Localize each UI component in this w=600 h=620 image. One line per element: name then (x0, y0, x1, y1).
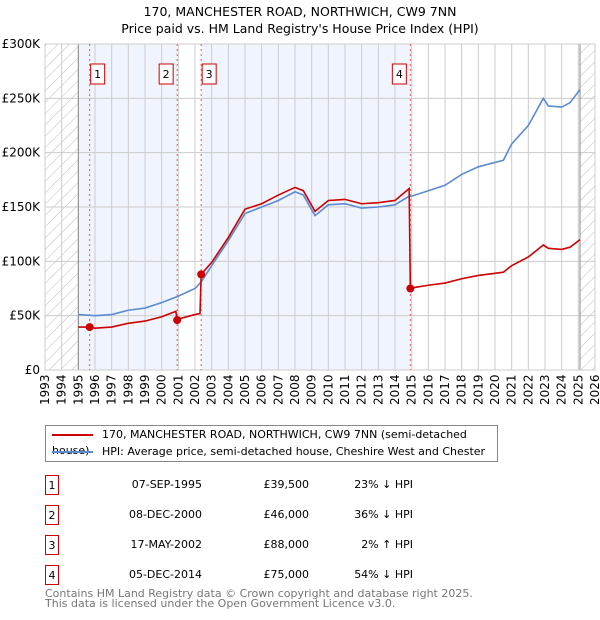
sale-point (197, 270, 206, 279)
sale-label-box (201, 63, 217, 85)
title-line-1: 170, MANCHESTER ROAD, NORTHWICH, CW9 7NN (143, 4, 457, 19)
x-tick-label: 2003 (205, 374, 219, 405)
sale-number: 3 (45, 535, 59, 555)
x-tick-label: 2015 (405, 374, 419, 405)
sale-date: 17-MAY-2002 (130, 538, 202, 551)
y-tick-label: £250K (2, 91, 42, 105)
x-tick-label: 2002 (188, 374, 202, 405)
sale-point (85, 323, 94, 332)
sale-price: £75,000 (263, 568, 310, 581)
y-tick-label: £0 (25, 363, 40, 377)
y-tick-label: £200K (2, 146, 42, 160)
x-tick-label: 2009 (305, 374, 319, 405)
legend-label-price: 170, MANCHESTER ROAD, NORTHWICH, CW9 7NN… (52, 428, 467, 457)
plot-frame (44, 43, 596, 371)
x-tick-label: 1998 (121, 374, 135, 405)
legend-item-price: 170, MANCHESTER ROAD, NORTHWICH, CW9 7NN… (52, 427, 497, 457)
x-tick-label: 2019 (471, 374, 485, 405)
x-tick-label: 2017 (438, 374, 452, 405)
sale-hpi-diff: 2% ↑ HPI (361, 538, 413, 551)
title-line-2: Price paid vs. HM Land Registry's House … (121, 21, 479, 36)
x-tick-label: 2008 (288, 374, 302, 405)
sale-label-box (158, 63, 174, 85)
x-tick-label: 2018 (455, 374, 469, 405)
sale-label-box (90, 63, 106, 85)
y-tick-label: £150K (2, 200, 42, 214)
x-tick-label: 2012 (355, 374, 369, 405)
y-tick-label: £100K (2, 254, 42, 268)
x-tick-label: 2006 (255, 374, 269, 405)
sale-label-number: 3 (206, 68, 213, 81)
x-tick-label: 2000 (155, 374, 169, 405)
x-tick-label: 2023 (538, 374, 552, 405)
sale-row: 4 05-DEC-2014 £75,000 54% ↓ HPI (45, 565, 413, 585)
x-tick-label: 1994 (55, 374, 69, 405)
x-tick-label: 2024 (555, 374, 569, 405)
sale-row: 1 07-SEP-1995 £39,500 23% ↓ HPI (45, 475, 413, 495)
sale-row: 3 17-MAY-2002 £88,000 2% ↑ HPI (45, 535, 413, 555)
x-tick-label: 2021 (505, 374, 519, 405)
sale-date: 05-DEC-2014 (128, 568, 202, 581)
sale-number: 1 (45, 475, 59, 495)
x-tick-label: 2010 (321, 374, 335, 405)
x-tick-label: 2007 (271, 374, 285, 405)
sale-price: £88,000 (263, 538, 310, 551)
sale-price: £46,000 (263, 508, 310, 521)
sale-date: 08-DEC-2000 (128, 508, 202, 521)
sale-label-number: 4 (396, 68, 403, 81)
x-tick-label: 1995 (71, 374, 85, 405)
sale-hpi-diff: 54% ↓ HPI (354, 568, 413, 581)
y-tick-label: £300K (2, 37, 42, 51)
hpi-line (78, 89, 581, 317)
footer: Contains HM Land Registry data © Crown c… (45, 587, 473, 610)
sale-number: 4 (45, 565, 59, 585)
sale-price: £39,500 (263, 478, 310, 491)
x-tick-label: 2013 (371, 374, 385, 405)
chart-title: 170, MANCHESTER ROAD, NORTHWICH, CW9 7NN… (0, 3, 600, 37)
x-tick-label: 2004 (221, 374, 235, 405)
sale-label-box (391, 63, 407, 85)
x-tick-label: 1996 (88, 374, 102, 405)
chart-plot: 1993 1994 1995 1996 1997 1998 1999 2000 2001 2002… (2, 37, 600, 405)
y-tick-label: £50K (9, 309, 41, 323)
sale-date: 07-SEP-1995 (131, 478, 202, 491)
x-tick-label: 1997 (105, 374, 119, 405)
price-paid-line (78, 186, 581, 329)
footer-line-2: This data is licensed under the Open Gov… (45, 597, 396, 610)
x-tick-label: 2016 (421, 374, 435, 405)
x-tick-label: 2022 (521, 374, 535, 405)
x-tick-label: 2011 (338, 374, 352, 405)
x-tick-label: 2025 (571, 374, 585, 405)
sale-label-number: 2 (163, 68, 170, 81)
x-tick-label: 1999 (138, 374, 152, 405)
legend: 170, MANCHESTER ROAD, NORTHWICH, CW9 7NN… (45, 425, 498, 462)
legend-label-hpi: HPI: Average price, semi-detached house,… (102, 445, 486, 458)
sale-number: 2 (45, 505, 59, 525)
sale-label-number: 1 (94, 68, 101, 81)
red-line-swatch (52, 434, 93, 436)
x-tick-label: 2026 (588, 374, 600, 405)
sale-point (173, 316, 182, 325)
blue-line-swatch (52, 451, 93, 453)
footer-line-1: Contains HM Land Registry data © Crown c… (45, 587, 473, 600)
legend-item-hpi: HPI: Average price, semi-detached house,… (52, 444, 485, 460)
sale-hpi-diff: 36% ↓ HPI (354, 508, 413, 521)
x-tick-label: 1993 (38, 374, 52, 405)
x-tick-label: 2001 (171, 374, 185, 405)
x-tick-label: 2014 (388, 374, 402, 405)
sale-row: 2 08-DEC-2000 £46,000 36% ↓ HPI (45, 505, 413, 525)
x-tick-label: 2020 (488, 374, 502, 405)
sale-point (406, 284, 415, 293)
x-tick-label: 2005 (238, 374, 252, 405)
sale-hpi-diff: 23% ↓ HPI (354, 478, 413, 491)
